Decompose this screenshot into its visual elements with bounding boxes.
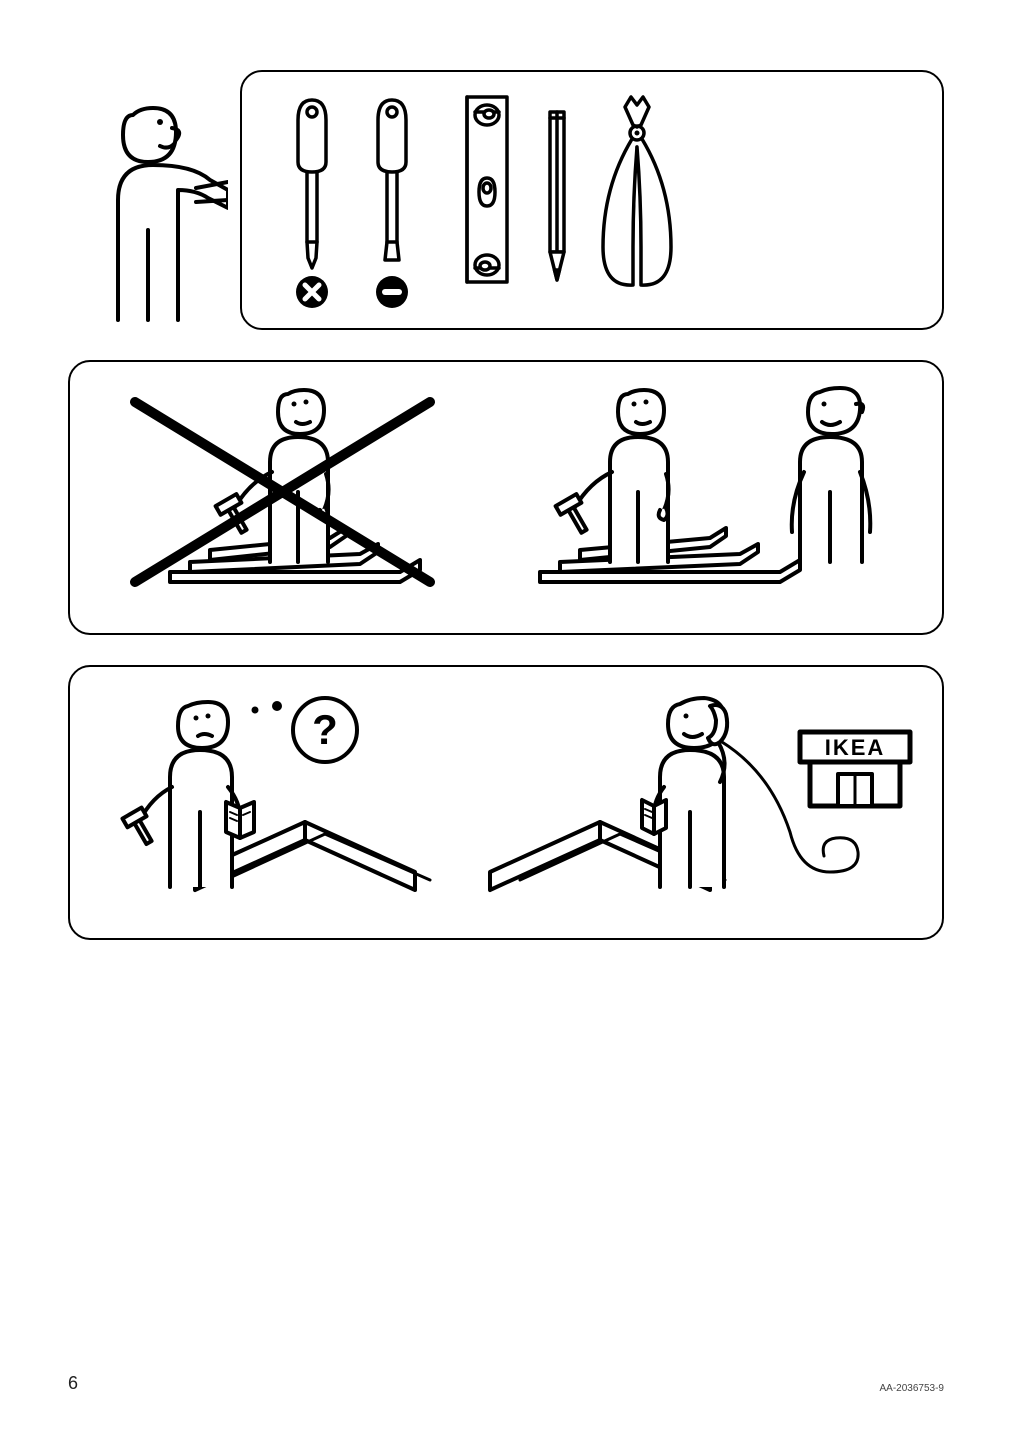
confused-person: ?: [122, 698, 430, 890]
svg-text:?: ?: [312, 706, 338, 753]
single-person-wrong: [135, 390, 430, 582]
two-person-correct: [540, 388, 870, 582]
thought-dot-icon: [252, 707, 259, 714]
spirit-level-icon: [467, 97, 507, 282]
tools-required-row: [68, 70, 944, 330]
pencil-icon: [550, 112, 564, 280]
help-panel: ?: [68, 665, 944, 940]
document-code: AA-2036753-9: [880, 1383, 945, 1394]
two-person-panel: [68, 360, 944, 635]
call-ikea: IKEA: [490, 698, 910, 890]
question-bubble-icon: ?: [293, 698, 357, 762]
phillips-screwdriver-icon: [296, 100, 328, 308]
flat-screwdriver-icon: [376, 100, 408, 308]
ikea-person-presenting: [68, 70, 228, 330]
svg-text:IKEA: IKEA: [825, 735, 886, 760]
page-number: 6: [68, 1373, 78, 1394]
pliers-icon: [603, 97, 671, 285]
manual-page: ?: [0, 0, 1012, 1432]
thought-dot-icon: [272, 701, 282, 711]
tools-panel: [240, 70, 944, 330]
ikea-store-icon: IKEA: [800, 732, 910, 806]
